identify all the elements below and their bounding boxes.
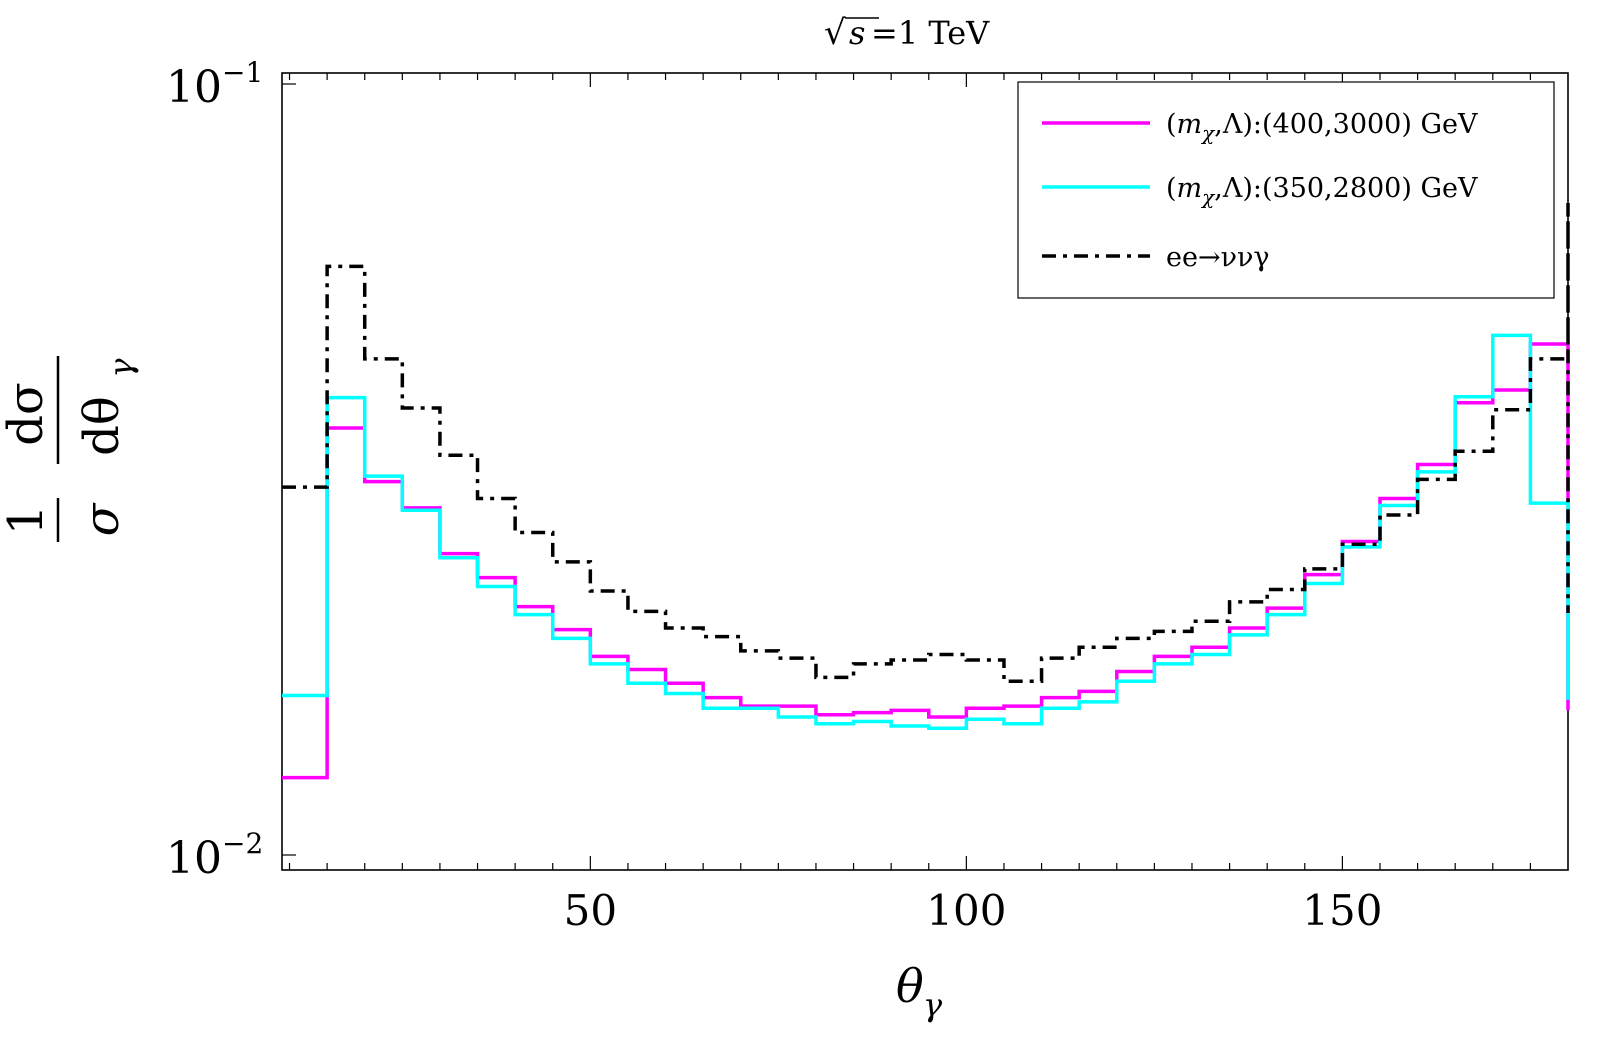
y-label-sigma: σ	[74, 502, 130, 536]
x-tick-label: 150	[1302, 886, 1382, 935]
x-tick-label: 50	[564, 886, 617, 935]
legend-label-1: (mχ,Λ):(400,3000) GeV	[1166, 109, 1478, 145]
legend-entry-2: (mχ,Λ):(350,2800) GeV	[1042, 173, 1478, 209]
x-axis-label: θ γ	[896, 959, 943, 1024]
series-layer	[282, 202, 1570, 780]
x-label-theta: θ	[896, 959, 924, 1013]
legend-label-2: (mχ,Λ):(350,2800) GeV	[1166, 173, 1478, 209]
y-tick-labels: 10−1 10−2	[166, 56, 263, 884]
y-tick-label: 10−2	[166, 827, 263, 884]
chart-title: √ s =1 TeV	[824, 13, 990, 53]
legend-entry-3: ee→ννγ	[1042, 242, 1270, 273]
legend: (mχ,Λ):(400,3000) GeV (mχ,Λ):(350,2800) …	[1017, 81, 1555, 299]
axis-ticks	[282, 73, 1531, 870]
legend-box	[1017, 81, 1555, 299]
title-radicand: s	[849, 14, 865, 52]
y-label-dtheta: dθ	[74, 396, 130, 456]
y-label-one: 1	[0, 505, 54, 536]
x-tick-labels: 50 100 150	[564, 886, 1383, 935]
series-1-line	[282, 342, 1570, 780]
series-3-line	[282, 202, 1570, 684]
legend-label-3: ee→ννγ	[1166, 242, 1270, 273]
y-label-dsigma: dσ	[0, 382, 54, 446]
series-2-line	[282, 333, 1570, 731]
y-axis-label: 1 σ dσ dθ γ	[0, 356, 140, 542]
y-label-gamma: γ	[102, 358, 140, 378]
x-tick-label: 100	[926, 886, 1006, 935]
title-rest: =1 TeV	[871, 14, 990, 52]
legend-entry-1: (mχ,Λ):(400,3000) GeV	[1042, 109, 1478, 145]
x-label-gamma: γ	[923, 986, 943, 1024]
y-tick-label: 10−1	[166, 56, 263, 113]
title-radical: √	[824, 13, 846, 53]
